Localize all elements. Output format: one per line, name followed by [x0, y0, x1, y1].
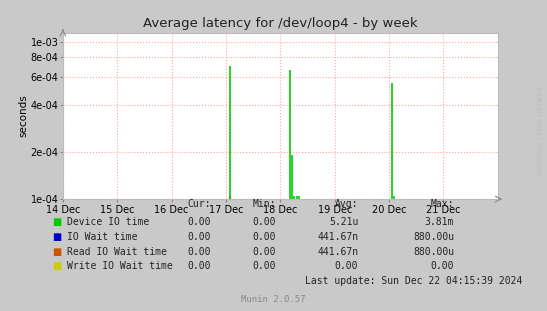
Text: Last update: Sun Dec 22 04:15:39 2024: Last update: Sun Dec 22 04:15:39 2024 [305, 276, 522, 286]
Text: 880.00u: 880.00u [413, 232, 454, 242]
Text: ■: ■ [52, 217, 61, 227]
Y-axis label: seconds: seconds [18, 95, 28, 137]
Text: 0.00: 0.00 [187, 261, 211, 271]
Text: 3.81m: 3.81m [424, 217, 454, 227]
Text: Read IO Wait time: Read IO Wait time [67, 247, 167, 257]
Text: 0.00: 0.00 [187, 217, 211, 227]
Text: Write IO Wait time: Write IO Wait time [67, 261, 172, 271]
Text: RRDTOOL / TOBI OETIKER: RRDTOOL / TOBI OETIKER [538, 86, 544, 175]
Text: ■: ■ [52, 232, 61, 242]
Text: Device IO time: Device IO time [67, 217, 149, 227]
Text: 0.00: 0.00 [253, 232, 276, 242]
Text: 0.00: 0.00 [187, 232, 211, 242]
Text: Cur:: Cur: [187, 199, 211, 209]
Text: 0.00: 0.00 [187, 247, 211, 257]
Text: 441.67n: 441.67n [317, 247, 358, 257]
Text: 880.00u: 880.00u [413, 247, 454, 257]
Text: IO Wait time: IO Wait time [67, 232, 137, 242]
Text: 0.00: 0.00 [253, 261, 276, 271]
Text: 0.00: 0.00 [430, 261, 454, 271]
Title: Average latency for /dev/loop4 - by week: Average latency for /dev/loop4 - by week [143, 17, 418, 30]
Text: Avg:: Avg: [335, 199, 358, 209]
Text: ■: ■ [52, 247, 61, 257]
Text: Min:: Min: [253, 199, 276, 209]
Text: Munin 2.0.57: Munin 2.0.57 [241, 295, 306, 304]
Text: 5.21u: 5.21u [329, 217, 358, 227]
Text: ■: ■ [52, 261, 61, 271]
Text: 441.67n: 441.67n [317, 232, 358, 242]
Text: 0.00: 0.00 [253, 217, 276, 227]
Text: 0.00: 0.00 [253, 247, 276, 257]
Text: 0.00: 0.00 [335, 261, 358, 271]
Text: Max:: Max: [430, 199, 454, 209]
